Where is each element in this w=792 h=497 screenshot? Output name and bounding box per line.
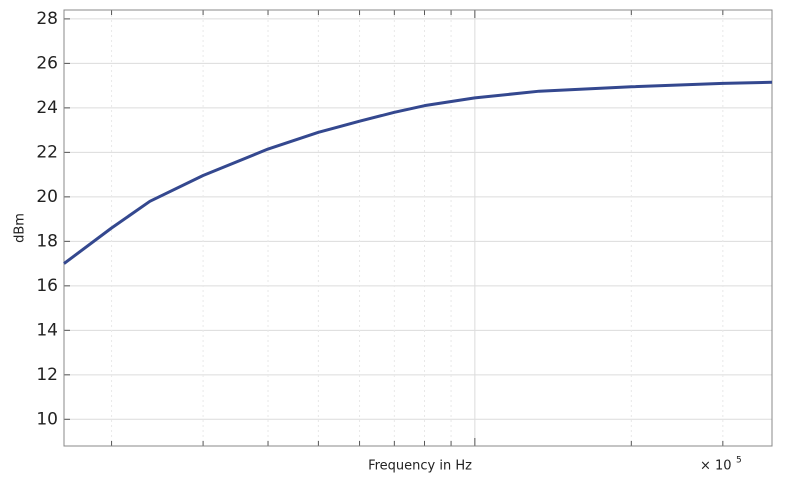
x-axis-label: Frequency in Hz <box>368 459 472 474</box>
x-scale-label: × 10 <box>700 459 732 474</box>
y-tick-label: 22 <box>36 142 58 162</box>
y-tick-label: 14 <box>36 320 58 340</box>
data-line <box>63 80 773 265</box>
y-tick-label: 16 <box>36 276 58 296</box>
plot-frame <box>63 9 773 447</box>
y-tick-label: 24 <box>36 98 58 118</box>
y-tick-label: 28 <box>36 9 58 29</box>
y-tick-label: 18 <box>36 231 58 251</box>
y-tick-label: 26 <box>36 53 58 73</box>
y-tick-label: 20 <box>36 187 58 207</box>
y-axis-label: dBm <box>13 213 28 243</box>
x-scale-exponent: 5 <box>736 456 742 466</box>
y-tick-label: 10 <box>36 409 58 429</box>
y-tick-label: 12 <box>36 365 58 385</box>
